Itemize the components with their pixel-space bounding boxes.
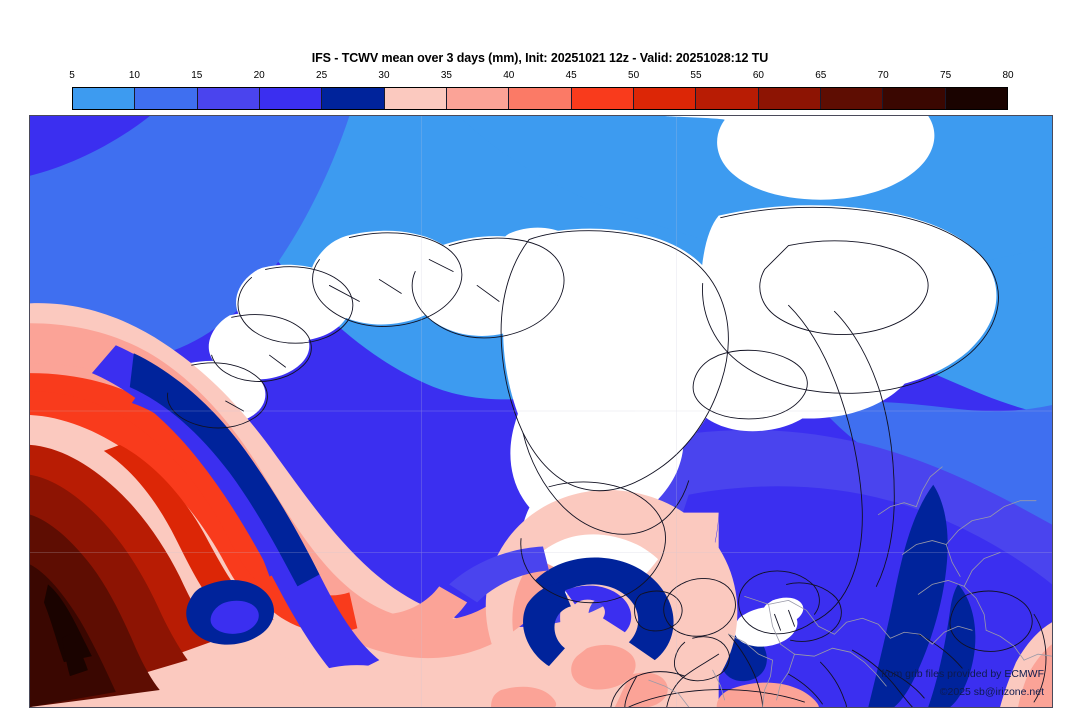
colorbar-tick-80: 80 [1002,70,1014,81]
colorbar-tick-20: 20 [253,70,265,81]
colorbar-tick-labels: 5 10 15 20 25 30 35 40 45 50 55 60 65 70 75 80 [69,70,1013,86]
colorbar-band-65-70 [820,88,884,109]
colorbar-bands [72,87,1008,110]
colorbar-tick-30: 30 [378,70,390,81]
colorbar-band-5-10 [73,88,136,109]
colorbar-tick-10: 10 [128,70,140,81]
map-canvas[interactable]: from grib files provided by ECMWF ©2025 … [29,115,1053,708]
colorbar-tick-50: 50 [628,70,640,81]
colorbar-band-35-40 [446,88,510,109]
colorbar-tick-40: 40 [503,70,515,81]
colorbar-band-55-60 [696,88,759,109]
colorbar-band-60-65 [758,88,821,109]
colorbar: 5 10 15 20 25 30 35 40 45 50 55 60 65 70 75 80 [69,70,1014,110]
page-title: IFS - TCWV mean over 3 days (mm), Init: … [311,51,769,65]
colorbar-band-30-35 [384,88,447,109]
colorbar-tick-35: 35 [440,70,452,81]
colorbar-tick-5: 5 [69,70,75,81]
colorbar-band-50-55 [633,88,697,109]
colorbar-tick-45: 45 [565,70,577,81]
colorbar-tick-65: 65 [815,70,827,81]
colorbar-tick-55: 55 [690,70,702,81]
attribution-source: from grib files provided by ECMWF [881,668,1044,680]
colorbar-tick-60: 60 [752,70,764,81]
colorbar-tick-15: 15 [191,70,203,81]
colorbar-band-75-80 [945,88,1007,109]
colorbar-band-70-75 [883,88,946,109]
colorbar-tick-25: 25 [316,70,328,81]
colorbar-band-15-20 [197,88,260,109]
colorbar-tick-75: 75 [940,70,952,81]
colorbar-band-20-25 [259,88,323,109]
attribution-copyright: ©2025 sb@irizone.net [939,686,1044,698]
colorbar-band-40-45 [509,88,572,109]
colorbar-band-45-50 [571,88,634,109]
colorbar-band-10-15 [135,88,198,109]
colorbar-band-25-30 [322,88,385,109]
map-field-svg [30,116,1052,707]
colorbar-tick-70: 70 [877,70,889,81]
